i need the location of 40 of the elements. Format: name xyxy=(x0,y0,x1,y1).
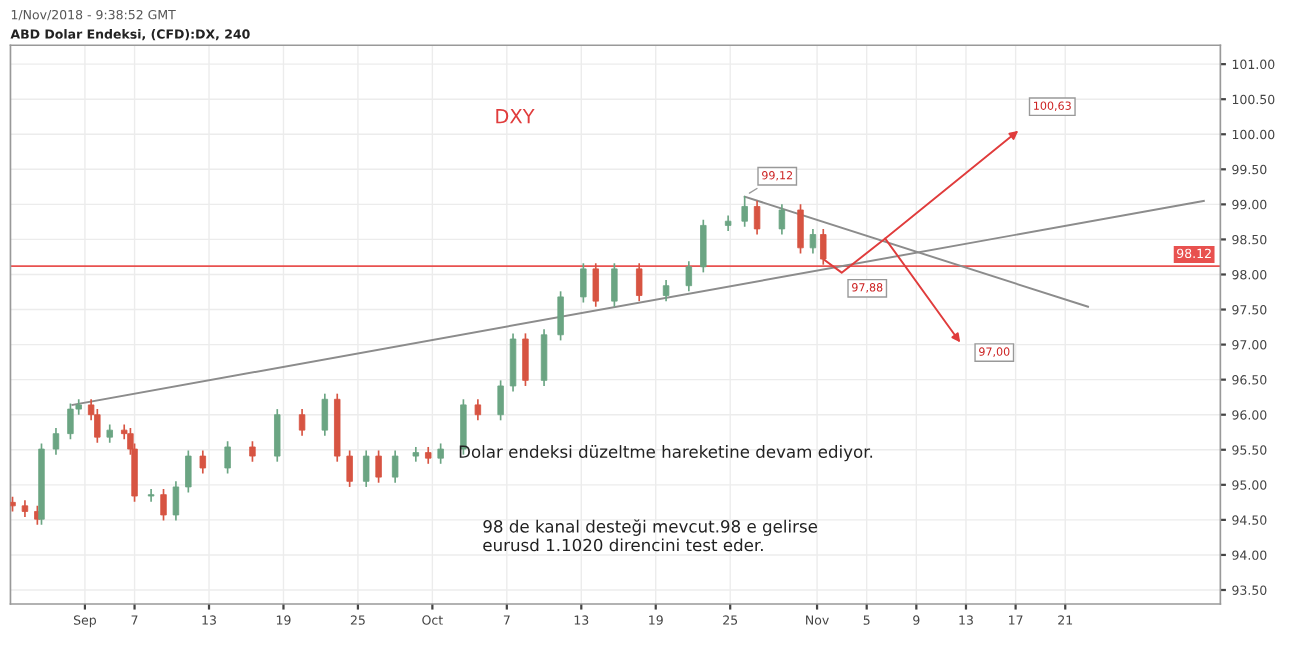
candlestick xyxy=(185,449,192,494)
candlestick xyxy=(497,379,504,422)
annotation: Dolar endeksi düzeltme hareketine devam ediyor. xyxy=(459,445,873,462)
candlestick xyxy=(557,290,564,342)
candlestick xyxy=(611,262,618,308)
candlestick xyxy=(753,200,761,236)
annotation: 98 de kanal desteği mevcut.98 e gelirse eurusd 1.1020 direncini test eder. xyxy=(483,519,818,552)
candlestick xyxy=(346,449,353,488)
candlestick xyxy=(437,442,444,465)
candlestick xyxy=(509,332,517,393)
candlestick xyxy=(274,408,281,463)
candlestick xyxy=(635,262,643,302)
candlestick xyxy=(147,488,155,503)
candlestick xyxy=(662,279,670,302)
candlestick xyxy=(321,392,329,437)
candlestick xyxy=(474,398,482,422)
candlestick xyxy=(160,488,167,522)
candlestick xyxy=(298,408,306,437)
candlestick xyxy=(778,203,786,236)
candlestick xyxy=(172,480,180,522)
candlestick xyxy=(362,449,370,488)
candlestick xyxy=(741,195,748,228)
annotation: DXY xyxy=(496,109,535,124)
candlestick xyxy=(375,449,382,484)
candlestick xyxy=(685,260,693,293)
candlestick xyxy=(700,218,707,274)
candlestick xyxy=(592,262,599,308)
candlestick xyxy=(809,228,817,255)
candlestick xyxy=(522,332,529,387)
candlestick xyxy=(797,203,804,255)
candlestick xyxy=(67,402,74,441)
candlestick xyxy=(820,228,827,266)
candlestick xyxy=(106,423,113,444)
candlestick xyxy=(199,449,207,475)
candlestick xyxy=(580,262,587,304)
candlestick xyxy=(540,328,548,387)
candlestick xyxy=(224,440,231,475)
candlestick xyxy=(249,440,256,463)
candlestick xyxy=(52,427,60,456)
candlestick xyxy=(391,449,399,484)
